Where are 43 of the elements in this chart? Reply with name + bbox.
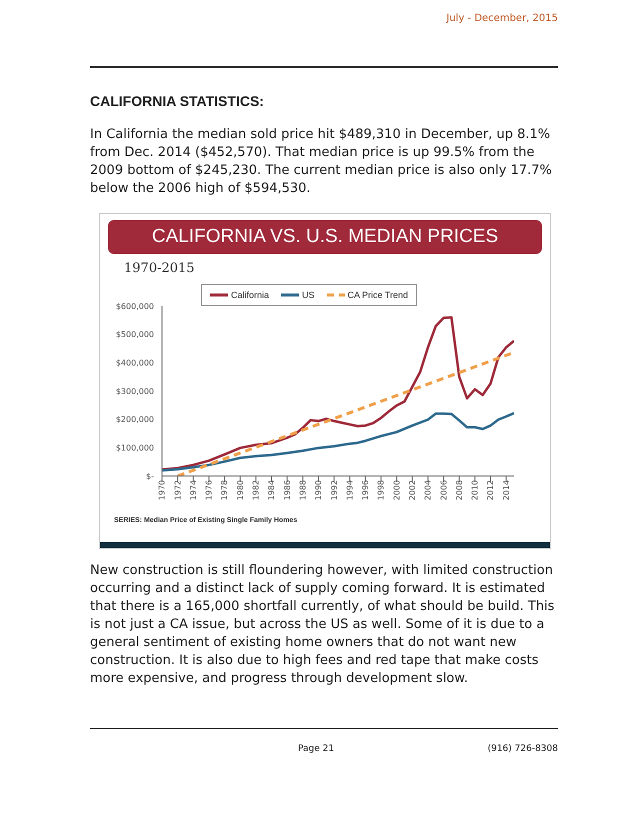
legend-label: California [230,289,269,302]
x-tick-label: 1974 [188,480,198,500]
y-tick-label: $- [146,472,154,481]
x-tick-label: 1986 [282,480,292,500]
x-tick-label: 2006 [439,480,448,500]
x-tick-label: 1976 [204,480,214,500]
text: CALIFORNIA STATISTICS: [90,92,264,110]
y-tick-label: $300,000 [116,386,154,396]
line-series [162,316,514,471]
x-tick-label: 1988 [298,480,308,500]
x-tick-label: 2002 [408,480,417,500]
x-tick-label: 2000 [392,480,402,500]
text: (916) 726-8308 [488,743,558,756]
x-tick-label: 1992 [330,480,339,500]
legend-label: US [302,289,314,302]
x-tick-label: 2014 [502,480,511,500]
x-tick-label: 1972 [173,480,182,500]
y-tick-label: $100,000 [116,444,154,453]
x-tick-label: 1982 [252,480,261,500]
line-series [162,412,514,472]
x-tick-label: 1996 [361,480,370,500]
text: New construction is still floundering however, with limited construction occurring and a distinct lack of supply coming forward. It is estimated that there is a 165,000 shortfall currently, of what should be build. This is not just a CA issue, but across the US as well. Some of it is due to a general sentiment of existing home owners that do not want new construction. It is also due to high fees and red tape that make costs more expensive, and progress through development slow. [90,562,556,688]
y-tick-label: $400,000 [116,358,154,368]
x-tick-label: 1990 [314,480,324,500]
x-tick-label: 1984 [267,480,276,500]
x-tick-label: 1970 [158,480,167,500]
x-tick-label: 1980 [236,480,245,500]
x-tick-label: 1998 [376,480,386,500]
x-tick-label: 2010 [470,480,480,500]
x-tick-label: 1978 [220,480,230,500]
chart-title: CALIFORNIA VS. U.S. MEDIAN PRICES [108,220,542,254]
y-tick-label: $600,000 [116,302,154,311]
x-tick-label: 2004 [424,480,433,500]
text: July - December, 2015 [446,12,558,26]
chart-subtitle: 1970-2015 [124,260,196,278]
x-tick-label: 2008 [454,480,464,500]
text: In California the median sold price hit $489,310 in December, up 8.1% from Dec. 2014 ($452,570). That median price is up 99.5% from the 2009 bottom of $245,230. The current median price is also only 17.7% below the 2006 high of $594,530. [90,126,553,198]
y-tick-label: $500,000 [116,330,154,340]
x-tick-label: 1994 [345,480,354,500]
text: Page 21 [298,743,334,756]
y-tick-label: $200,000 [116,415,154,424]
x-tick-label: 2012 [486,480,496,500]
legend-label: CA Price Trend [348,289,408,302]
